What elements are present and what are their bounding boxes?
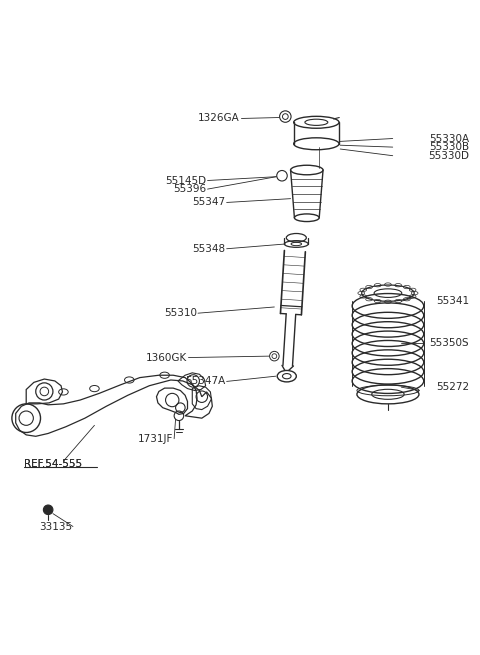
Text: 55341: 55341 [436,296,469,307]
Text: 55330A: 55330A [429,134,469,143]
Text: 33135: 33135 [39,521,72,531]
Text: 55145D: 55145D [166,176,206,185]
Text: 1731JF: 1731JF [138,434,173,443]
Text: 55396: 55396 [173,184,206,194]
Text: 55347A: 55347A [185,377,226,386]
Text: REF.54-555: REF.54-555 [24,458,83,468]
Text: 55350S: 55350S [430,338,469,348]
Text: REF.54-555: REF.54-555 [24,458,83,468]
Text: 55330B: 55330B [429,142,469,152]
Text: 55330D: 55330D [428,151,469,160]
Text: 55348: 55348 [192,244,226,253]
Text: 55310: 55310 [164,309,197,318]
Text: 55272: 55272 [436,382,469,392]
Text: 1326GA: 1326GA [198,113,240,124]
Circle shape [43,505,53,515]
Text: 1360GK: 1360GK [146,352,188,363]
Text: 55347: 55347 [192,197,226,208]
